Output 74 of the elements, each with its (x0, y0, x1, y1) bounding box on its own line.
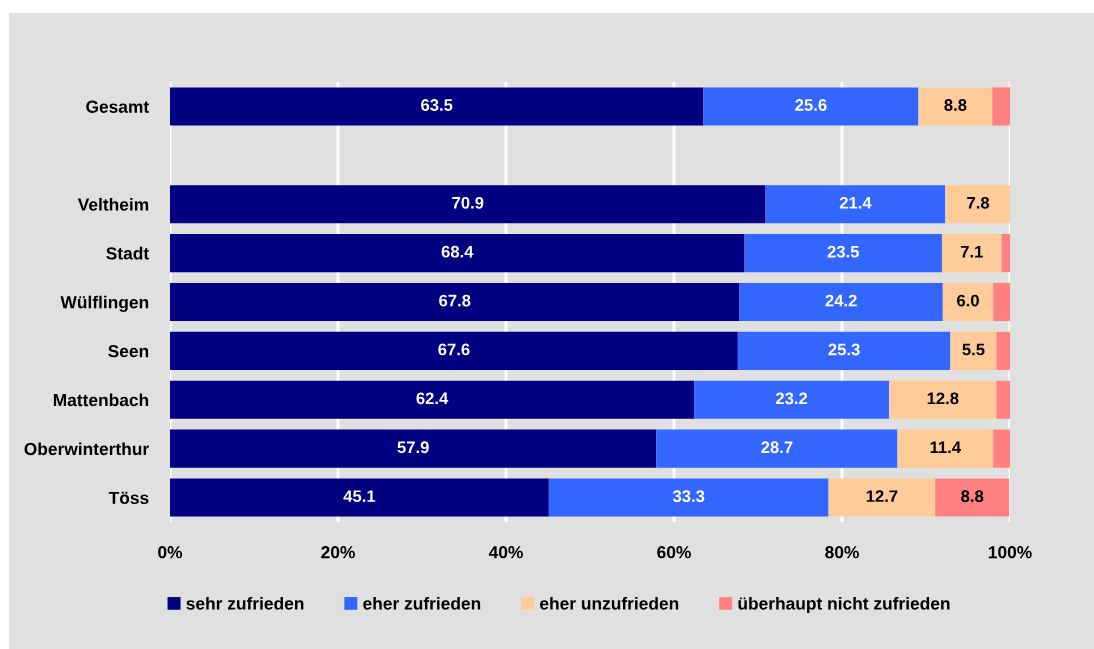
data-label: 28.7 (761, 441, 793, 454)
legend-label: überhaupt nicht zufrieden (738, 596, 950, 614)
data-label: 70.9 (452, 196, 484, 209)
bar (993, 282, 1010, 322)
y-tick-label: Wülflingen (60, 295, 149, 312)
data-label: 7.8 (967, 196, 990, 209)
y-tick-label: Seen (108, 345, 149, 358)
data-label: 11.4 (930, 441, 961, 453)
legend-label: eher unzufrieden (540, 596, 679, 610)
data-label: 67.8 (439, 294, 471, 307)
data-label: 8.8 (961, 490, 984, 503)
bar (744, 234, 942, 273)
data-label: 67.6 (438, 343, 470, 356)
y-tick-label: Oberwinterthur (24, 442, 149, 456)
data-label: 12.7 (866, 490, 898, 502)
bar (1001, 234, 1010, 273)
data-label: 23.5 (827, 245, 860, 258)
data-label: 25.6 (795, 99, 827, 111)
bar (170, 234, 745, 273)
data-label: 45.1 (343, 490, 376, 503)
bar (170, 185, 766, 224)
y-tick-label: Stadt (106, 246, 149, 260)
bar (703, 87, 919, 126)
x-tick-label: 80% (825, 546, 859, 559)
bar (950, 331, 997, 370)
y-tick-label: Töss (108, 491, 149, 505)
data-label: 8.8 (944, 99, 967, 111)
data-label: 33.3 (672, 490, 705, 503)
bar (828, 478, 936, 517)
data-label: 6.0 (957, 294, 979, 307)
data-label: 12.8 (927, 392, 959, 405)
legend-label: sehr zufrieden (186, 596, 304, 610)
data-label: 23.2 (775, 392, 808, 405)
bar (170, 87, 704, 126)
data-label: 57.9 (397, 441, 429, 454)
bar (170, 282, 740, 322)
bar (737, 331, 951, 370)
bar (656, 429, 898, 468)
bar (996, 380, 1010, 419)
y-tick-label: Mattenbach (53, 393, 149, 407)
data-label: 21.4 (839, 196, 872, 209)
bar (170, 429, 657, 468)
bar (942, 282, 994, 322)
bar (694, 380, 890, 419)
y-tick-label: Veltheim (77, 197, 149, 211)
bar (993, 429, 1010, 468)
bar (170, 331, 738, 370)
legend-label: eher zufrieden (363, 596, 481, 610)
x-tick-label: 40% (488, 546, 523, 559)
bar (945, 185, 1010, 224)
data-label: 62.4 (416, 392, 449, 405)
x-tick-label: 0% (158, 546, 183, 559)
x-tick-label: 20% (321, 546, 355, 559)
bar (889, 380, 997, 419)
bar (897, 429, 994, 468)
bar (996, 331, 1010, 370)
x-tick-label: 60% (657, 546, 691, 559)
bar (941, 234, 1002, 273)
data-label: 25.3 (828, 343, 860, 356)
bar (992, 87, 1010, 126)
x-tick-label: 100% (988, 546, 1032, 559)
data-label: 24.2 (825, 294, 857, 307)
data-label: 5.5 (962, 343, 985, 356)
bar (918, 87, 993, 126)
bar (170, 380, 695, 419)
data-label: 7.1 (960, 245, 983, 258)
bar (170, 478, 549, 517)
bar (935, 478, 1010, 517)
bar (765, 185, 946, 224)
bar (548, 478, 829, 517)
data-label: 63.5 (421, 99, 453, 111)
data-label: 68.4 (441, 245, 474, 258)
bar (739, 282, 943, 322)
y-tick-label: Gesamt (86, 100, 149, 113)
